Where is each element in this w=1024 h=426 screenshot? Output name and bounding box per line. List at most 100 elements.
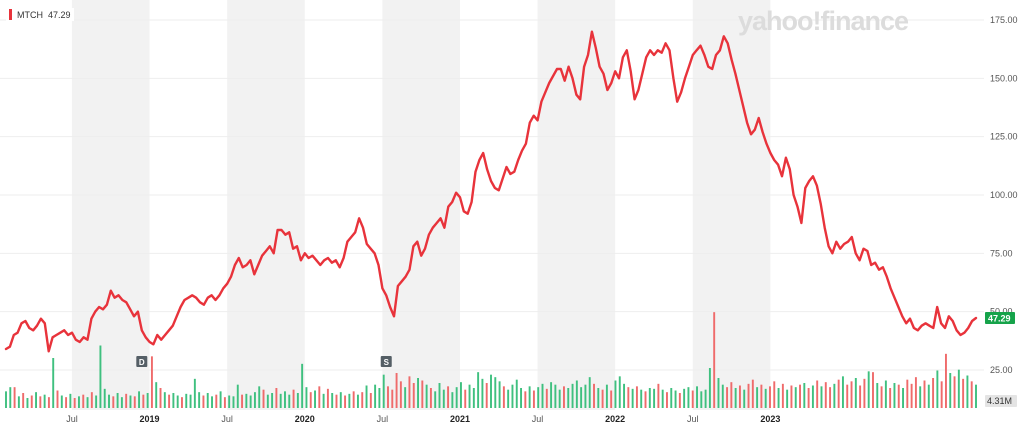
volume-bar [597, 388, 600, 408]
volume-bar [387, 386, 389, 408]
volume-bar [271, 393, 274, 408]
last-price-label: 47.29 [988, 313, 1011, 323]
volume-bar [223, 397, 226, 408]
volume-bar [412, 383, 415, 408]
volume-bar [769, 386, 771, 408]
volume-bar [253, 392, 256, 408]
volume-bar [528, 386, 531, 408]
volume-bar [756, 387, 759, 408]
volume-bar [361, 392, 364, 408]
volume-bar [442, 389, 445, 408]
volume-bar [459, 382, 462, 408]
y-tick-label: 50.00 [990, 307, 1013, 317]
x-tick-label: 2023 [760, 414, 780, 424]
volume-bar [429, 388, 432, 408]
volume-bar [511, 384, 514, 408]
volume-bar [56, 390, 59, 408]
legend[interactable]: MTCH 47.29 [6, 8, 74, 21]
legend-ticker: MTCH [17, 9, 43, 20]
volume-bar [155, 382, 158, 408]
volume-bar [829, 387, 832, 408]
volume-bar [369, 393, 372, 408]
volume-bar [541, 383, 544, 408]
volume-bar [481, 378, 484, 408]
volume-bar [228, 395, 231, 408]
volume-bar [125, 393, 128, 408]
x-tick-label: 2020 [295, 414, 315, 424]
volume-bar [275, 388, 278, 408]
volume-bar [498, 381, 501, 408]
volume-bar [790, 385, 793, 408]
volume-bar [185, 393, 188, 408]
volume-bar [352, 391, 355, 408]
volume-bar [356, 394, 359, 408]
volume-bar [421, 380, 424, 408]
volume-label: 4.31M [987, 396, 1012, 406]
x-tick-label: Jul [687, 414, 699, 424]
volume-bar [520, 388, 523, 408]
volume-bar [704, 389, 707, 408]
volume-bar [944, 353, 947, 408]
volume-bar [331, 393, 334, 408]
event-label-S: S [384, 358, 390, 367]
volume-bar [35, 392, 38, 408]
volume-bar [717, 378, 720, 408]
y-tick-label: 175.00 [990, 15, 1018, 25]
volume-bar [82, 394, 85, 408]
volume-bar [618, 376, 621, 408]
volume-bar [13, 387, 16, 408]
volume-bar [563, 386, 565, 408]
volume-bar [949, 373, 952, 408]
volume-bar [601, 389, 604, 408]
volume-bar [575, 380, 578, 408]
volume-bar [773, 381, 776, 408]
volume-bar [962, 378, 965, 408]
volume-bar [691, 390, 694, 408]
x-tick-label: Jul [66, 414, 78, 424]
volume-bar [193, 378, 196, 408]
volume-bar [936, 370, 939, 408]
volume-bar [558, 389, 561, 408]
volume-bar [820, 386, 823, 408]
volume-bar [86, 397, 89, 408]
volume-bar [738, 385, 741, 408]
volume-bar [940, 381, 943, 408]
volume-bar [30, 395, 33, 408]
volume-bar [678, 393, 681, 408]
volume-bar [159, 388, 162, 408]
x-tick-label: 2019 [140, 414, 160, 424]
volume-bar [382, 374, 385, 408]
volume-bar [404, 387, 407, 408]
volume-bar [339, 392, 342, 408]
volume-bar [653, 388, 656, 408]
volume-bar [743, 389, 746, 408]
volume-bar [846, 384, 849, 408]
volume-bar [236, 384, 239, 408]
y-tick-label: 100.00 [990, 190, 1018, 200]
volume-bar [47, 397, 50, 408]
shading-band [537, 0, 616, 410]
volume-bar [957, 369, 960, 408]
volume-bar [245, 393, 248, 408]
volume-bar [880, 386, 883, 408]
volume-bar [172, 393, 175, 408]
x-tick-label: 2022 [605, 414, 625, 424]
volume-bar [644, 391, 647, 408]
volume-bar [133, 396, 136, 408]
volume-bar [537, 387, 540, 408]
volume-bar [451, 392, 454, 408]
volume-bar [490, 374, 492, 408]
volume-bar [477, 372, 480, 408]
volume-bar [22, 393, 25, 408]
volume-bar [726, 387, 729, 408]
volume-bar [811, 385, 814, 408]
volume-bar [266, 394, 269, 408]
volume-bar [417, 378, 419, 408]
volume-bar [730, 382, 733, 408]
volume-bar [438, 383, 441, 408]
volume-bar [897, 384, 900, 408]
volume-bar [893, 383, 896, 408]
volume-bar [683, 388, 686, 408]
volume-bar [889, 388, 892, 408]
